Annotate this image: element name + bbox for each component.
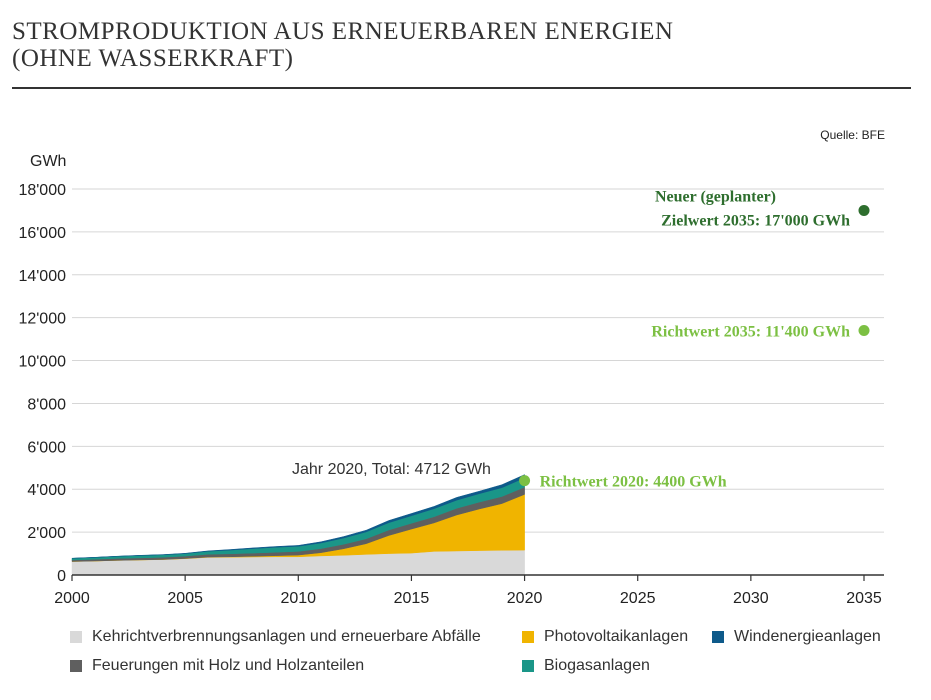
x-tick-label-2015: 2015 — [394, 590, 430, 607]
y-tick-label-8000: 8'000 — [27, 396, 66, 413]
legend-item-pv: Photovoltaikanlagen — [522, 628, 688, 646]
y-tick-label-4000: 4'000 — [27, 482, 66, 499]
target-label-1: Richtwert 2035: 11'400 GWh — [651, 324, 850, 341]
legend-swatch-biogas — [522, 660, 534, 672]
x-tick-label-2020: 2020 — [507, 590, 543, 607]
x-tick-label-2025: 2025 — [620, 590, 656, 607]
target-label-0-line1: Neuer (geplanter) — [655, 188, 776, 205]
x-tick-label-2035: 2035 — [846, 590, 882, 607]
x-tick-label-2010: 2010 — [280, 590, 316, 607]
total-2020-annotation: Jahr 2020, Total: 4712 GWh — [292, 461, 491, 478]
target-dot-2 — [519, 475, 531, 487]
y-tick-label-16000: 16'000 — [18, 225, 66, 242]
grid-lines — [72, 188, 884, 533]
legend-item-holz: Feuerungen mit Holz und Holzanteilen — [70, 657, 364, 675]
legend-label-pv: Photovoltaikanlagen — [544, 628, 689, 645]
target-dot-0 — [858, 204, 870, 216]
target-label-2: Richtwert 2020: 4400 GWh — [540, 474, 727, 491]
y-tick-label-6000: 6'000 — [27, 439, 66, 456]
legend-item-kva: Kehrichtverbrennungsanlagen und erneuerb… — [70, 628, 481, 646]
legend-label-holz: Feuerungen mit Holz und Holzanteilen — [92, 657, 365, 674]
legend-item-biogas: Biogasanlagen — [522, 657, 650, 675]
x-axis-ticks: 2000 2005 2010 2015 2020 2025 2030 2035 — [54, 575, 882, 607]
y-tick-label-10000: 10'000 — [18, 354, 66, 371]
y-axis-ticks: 0 2'000 4'000 6'000 8'000 10'000 12'000 14'000 1… — [18, 182, 66, 585]
chart-title: STROMPRODUKTION AUS ERNEUERBAREN ENERGIE… — [12, 18, 674, 72]
y-tick-label-0: 0 — [57, 568, 66, 585]
legend: Kehrichtverbrennungsanlagen und erneuerb… — [70, 628, 920, 688]
y-tick-label-14000: 14'000 — [18, 268, 66, 285]
target-dot-1 — [858, 325, 870, 337]
x-tick-label-2005: 2005 — [167, 590, 203, 607]
y-tick-label-2000: 2'000 — [27, 525, 66, 542]
source-label: Quelle: BFE — [820, 128, 885, 142]
title-divider — [12, 87, 911, 89]
y-tick-label-12000: 12'000 — [18, 311, 66, 328]
legend-label-kva: Kehrichtverbrennungsanlagen und erneuerb… — [92, 628, 481, 645]
legend-swatch-wind — [712, 631, 724, 643]
legend-item-wind: Windenergieanlagen — [712, 628, 881, 646]
stacked-area-chart: 0 2'000 4'000 6'000 8'000 10'000 12'000 14'000 1… — [18, 153, 884, 607]
x-tick-label-2000: 2000 — [54, 590, 90, 607]
legend-swatch-holz — [70, 660, 82, 672]
target-label-0-line2: Zielwert 2035: 17'000 GWh — [661, 212, 850, 229]
legend-swatch-pv — [522, 631, 534, 643]
legend-swatch-kva — [70, 631, 82, 643]
legend-label-wind: Windenergieanlagen — [734, 628, 881, 645]
chart-title-line1: STROMPRODUKTION AUS ERNEUERBAREN ENERGIE… — [12, 18, 674, 45]
target-markers: Neuer (geplanter) Zielwert 2035: 17'000 G… — [519, 188, 870, 491]
chart-title-line2: (OHNE WASSERKRAFT) — [12, 45, 294, 72]
x-tick-label-2030: 2030 — [733, 590, 769, 607]
y-axis-label: GWh — [30, 153, 66, 170]
legend-label-biogas: Biogasanlagen — [544, 657, 650, 674]
y-tick-label-18000: 18'000 — [18, 182, 66, 199]
